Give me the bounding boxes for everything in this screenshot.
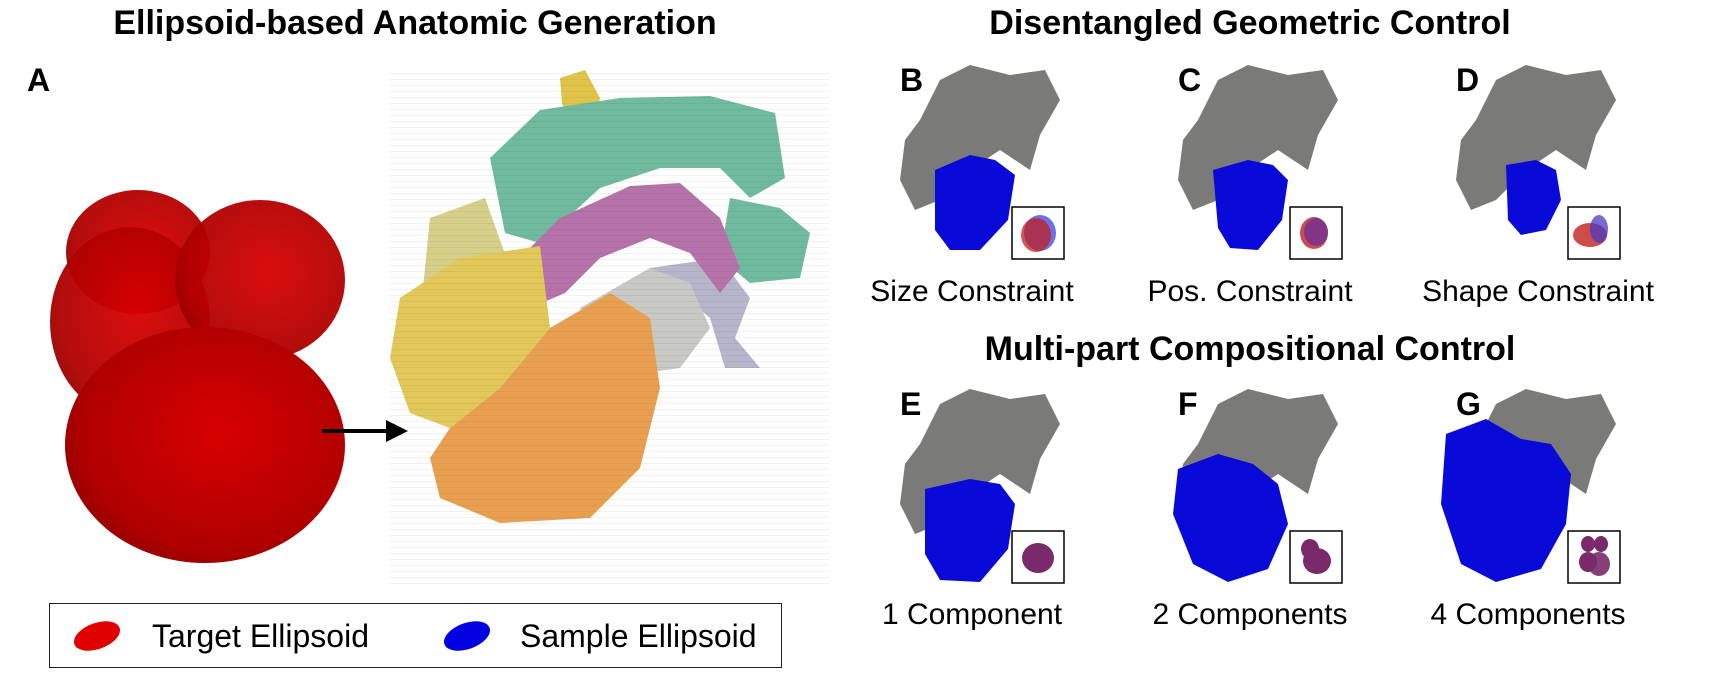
panel-letter-b: B	[900, 62, 924, 98]
legend: Target Ellipsoid Sample Ellipsoid	[49, 603, 782, 668]
heart-render-e	[900, 389, 1065, 584]
title-geometric-control: Disentangled Geometric Control	[989, 4, 1511, 42]
panel-letter-g: G	[1456, 386, 1481, 422]
panel-letter-a: A	[27, 62, 51, 98]
heart-render-d	[1456, 65, 1621, 260]
heart-render-g	[1441, 389, 1621, 584]
heart-render-b	[900, 65, 1065, 260]
caption-1-component: 1 Component	[881, 598, 1063, 631]
caption-pos-constraint: Pos. Constraint	[1147, 275, 1353, 308]
panel-letter-e: E	[900, 386, 922, 422]
segmented-heart-render	[390, 68, 830, 588]
sample-ellipsoid-swatch-icon	[444, 621, 490, 651]
heart-render-c	[1178, 65, 1343, 260]
panel-letter-d: D	[1456, 62, 1480, 98]
caption-4-components: 4 Components	[1430, 598, 1626, 631]
legend-sample-label: Sample Ellipsoid	[520, 618, 757, 654]
caption-size-constraint: Size Constraint	[870, 275, 1074, 308]
heart-render-f	[1173, 389, 1343, 584]
caption-shape-constraint: Shape Constraint	[1422, 275, 1654, 308]
panel-letter-c: C	[1178, 62, 1202, 98]
title-compositional-control: Multi-part Compositional Control	[984, 330, 1516, 368]
target-ellipsoid-swatch-icon	[74, 621, 120, 651]
panel-letter-f: F	[1178, 386, 1198, 422]
legend-target-label: Target Ellipsoid	[152, 618, 369, 654]
caption-2-components: 2 Components	[1152, 598, 1348, 631]
target-ellipsoid-cluster	[50, 190, 345, 563]
title-anatomic-generation: Ellipsoid-based Anatomic Generation	[113, 4, 717, 42]
